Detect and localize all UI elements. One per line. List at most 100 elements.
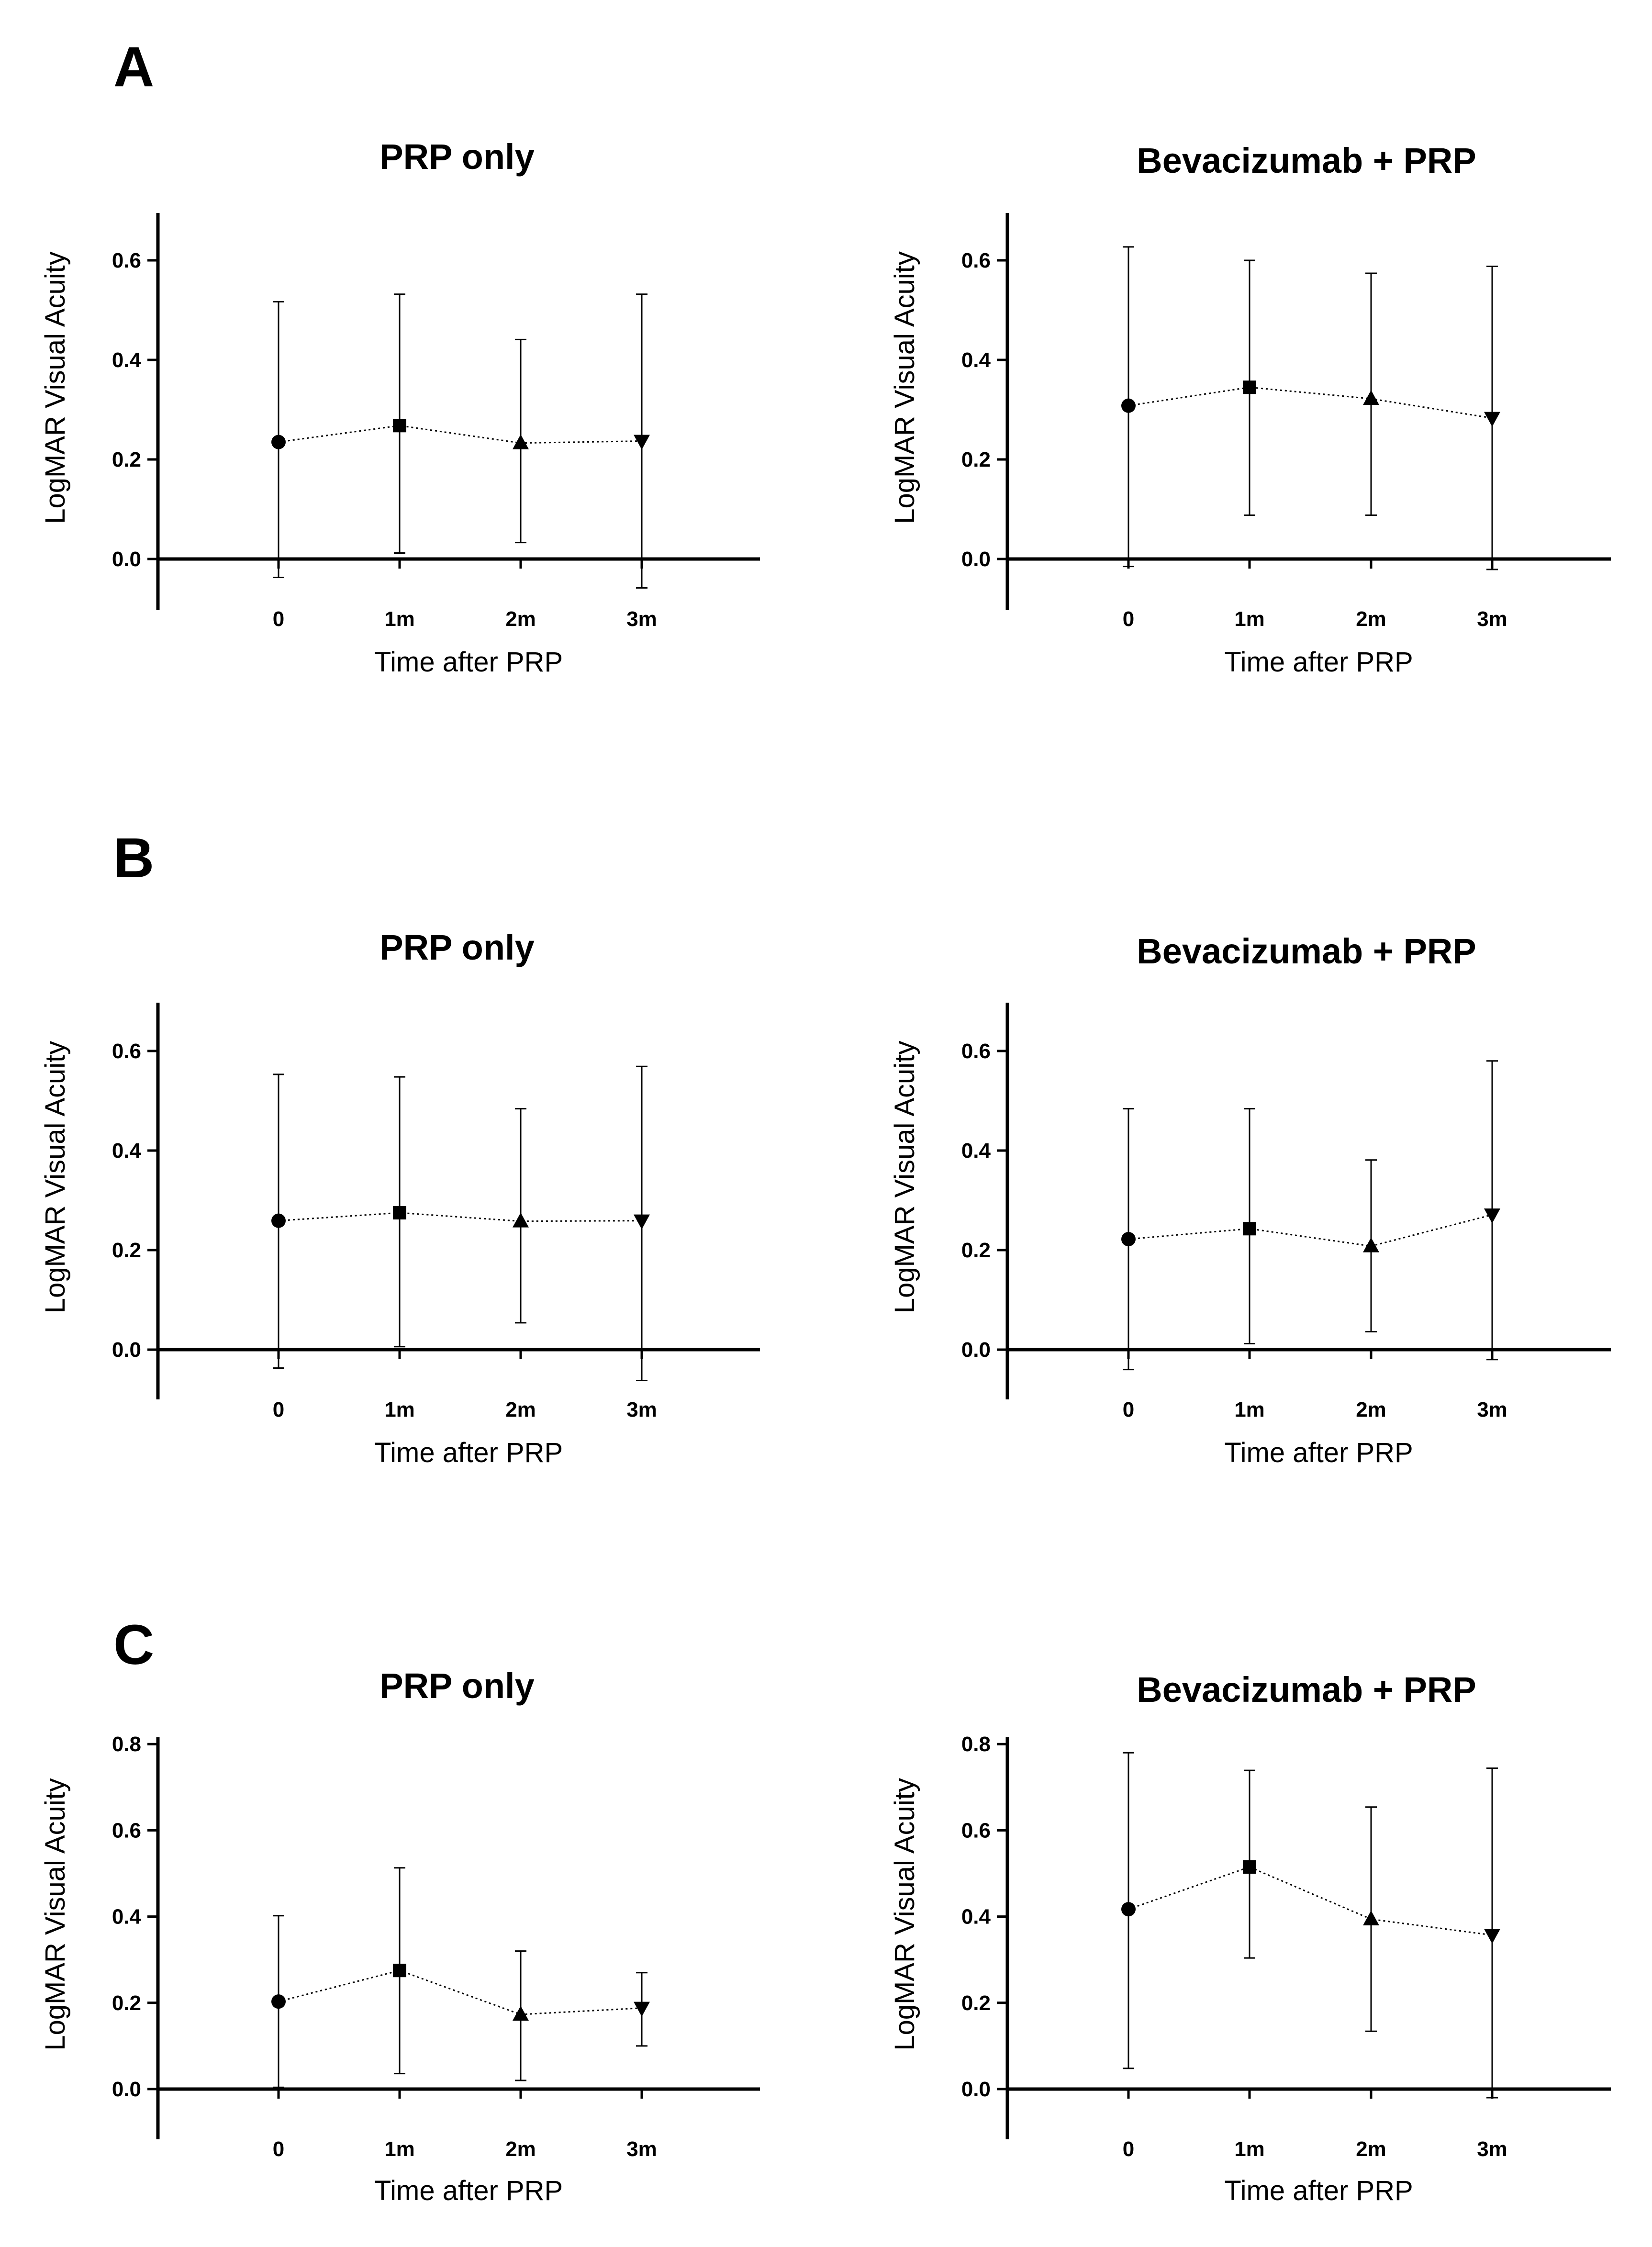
- data-point-triangle-up: [1363, 390, 1379, 405]
- y-tick-label: 0.2: [112, 1991, 141, 2015]
- data-point-square: [1243, 1860, 1256, 1874]
- data-point-square: [1243, 380, 1256, 394]
- x-tick-label: 1m: [1234, 607, 1265, 631]
- x-tick-label: 1m: [1234, 1398, 1265, 1421]
- x-tick-label: 1m: [384, 607, 415, 631]
- data-point-square: [393, 1964, 406, 1978]
- x-tick-label: 0: [273, 607, 284, 631]
- x-axis-title: Time after PRP: [374, 1437, 563, 1468]
- x-tick-label: 1m: [384, 2137, 415, 2161]
- x-tick-label: 3m: [626, 2137, 657, 2161]
- chart-A-prp-only: PRP only 0.0 0.2 0.4 0.6 0 1m 2m 3m LogMAR Visual…: [40, 137, 760, 678]
- y-tick-label: 0.6: [112, 249, 141, 272]
- x-tick-label: 0: [1123, 607, 1134, 631]
- chart-B-prp-only: PRP only 0.0 0.2 0.4 0.6 0 1m 2m 3m LogMAR Visual…: [40, 928, 760, 1468]
- y-tick-label: 0.6: [961, 1819, 991, 1842]
- y-tick-label: 0.8: [961, 1733, 991, 1756]
- data-point-circle: [271, 1994, 286, 2009]
- x-tick-label: 2m: [1356, 607, 1386, 631]
- data-point-triangle-down: [1484, 1929, 1500, 1944]
- x-axis-title: Time after PRP: [1224, 2175, 1413, 2206]
- y-tick-label: 0.8: [112, 1733, 141, 1756]
- y-tick-label: 0.6: [961, 249, 991, 272]
- data-point-triangle-down: [634, 435, 650, 450]
- y-tick-label: 0.4: [961, 1139, 991, 1163]
- x-tick-label: 2m: [1356, 2137, 1386, 2161]
- data-point-triangle-up: [1363, 1237, 1379, 1252]
- x-tick-label: 3m: [626, 607, 657, 631]
- series-connector-line: [1128, 1214, 1493, 1247]
- chart-title: PRP only: [380, 1666, 535, 1706]
- x-tick-label: 3m: [1477, 1398, 1507, 1421]
- y-tick-label: 0.0: [961, 1338, 991, 1362]
- x-tick-label: 0: [273, 1398, 284, 1421]
- y-tick-label: 0.6: [112, 1819, 141, 1842]
- chart-A-bevacizumab-prp: Bevacizumab + PRP 0.0 0.2 0.4 0.6 0 1m 2m 3m LogM…: [889, 141, 1611, 678]
- data-point-triangle-down: [1484, 412, 1500, 427]
- y-tick-label: 0.0: [961, 2078, 991, 2101]
- data-point-circle: [1121, 1902, 1136, 1917]
- data-point-triangle-up: [513, 2006, 529, 2021]
- data-point-triangle-down: [634, 1214, 650, 1230]
- y-tick-label: 0.0: [112, 1338, 141, 1362]
- y-tick-label: 0.2: [961, 448, 991, 471]
- x-tick-label: 3m: [1477, 607, 1507, 631]
- chart-title: Bevacizumab + PRP: [1137, 1670, 1476, 1710]
- data-point-circle: [271, 435, 286, 449]
- panel-label: C: [113, 1613, 154, 1677]
- y-tick-label: 0.2: [961, 1239, 991, 1262]
- y-tick-label: 0.2: [112, 448, 141, 471]
- data-point-triangle-up: [1363, 1911, 1379, 1926]
- x-tick-label: 1m: [384, 1398, 415, 1421]
- chart-C-prp-only: PRP only 0.0 0.2 0.4 0.6 0.8 0 1m 2m 3m LogMAR Vis…: [40, 1666, 760, 2206]
- series-connector-line: [1128, 1866, 1493, 1936]
- y-tick-label: 0.0: [112, 2078, 141, 2101]
- chart-title: Bevacizumab + PRP: [1137, 931, 1476, 971]
- y-tick-label: 0.6: [961, 1040, 991, 1063]
- y-tick-label: 0.4: [112, 348, 142, 372]
- x-tick-label: 2m: [505, 2137, 536, 2161]
- y-axis-title: LogMAR Visual Acuity: [40, 1778, 71, 2051]
- data-point-circle: [271, 1213, 286, 1228]
- y-tick-label: 0.4: [112, 1905, 142, 1929]
- x-tick-label: 2m: [505, 607, 536, 631]
- x-tick-label: 2m: [505, 1398, 536, 1421]
- x-tick-label: 3m: [1477, 2137, 1507, 2161]
- series-connector-line: [1128, 386, 1493, 419]
- x-tick-label: 0: [1123, 1398, 1134, 1421]
- data-point-triangle-up: [513, 434, 529, 449]
- chart-title: PRP only: [380, 137, 535, 177]
- x-tick-label: 2m: [1356, 1398, 1386, 1421]
- series-connector-line: [278, 425, 642, 444]
- chart-title: PRP only: [380, 928, 535, 967]
- x-axis-title: Time after PRP: [1224, 1437, 1413, 1468]
- x-axis-title: Time after PRP: [374, 647, 563, 678]
- y-tick-label: 0.2: [112, 1239, 141, 1262]
- panel-label: A: [113, 35, 154, 99]
- data-point-circle: [1121, 1232, 1136, 1247]
- y-tick-label: 0.0: [112, 548, 141, 571]
- data-point-square: [393, 1206, 406, 1219]
- y-tick-label: 0.6: [112, 1040, 141, 1063]
- y-tick-label: 0.4: [112, 1139, 142, 1163]
- y-axis-title: LogMAR Visual Acuity: [889, 1041, 920, 1314]
- x-tick-label: 0: [1123, 2137, 1134, 2161]
- x-tick-label: 3m: [626, 1398, 657, 1421]
- y-axis-title: LogMAR Visual Acuity: [40, 251, 71, 524]
- data-point-triangle-down: [634, 2001, 650, 2017]
- x-axis-title: Time after PRP: [1224, 647, 1413, 678]
- y-tick-label: 0.4: [961, 1905, 991, 1929]
- data-point-triangle-down: [1484, 1208, 1500, 1224]
- y-tick-label: 0.2: [961, 1991, 991, 2015]
- data-point-square: [1243, 1222, 1256, 1236]
- data-point-circle: [1121, 398, 1136, 413]
- y-axis-title: LogMAR Visual Acuity: [889, 251, 920, 524]
- data-point-triangle-up: [513, 1212, 529, 1228]
- series-connector-line: [278, 1969, 642, 2015]
- x-axis-title: Time after PRP: [374, 2175, 563, 2206]
- series-connector-line: [278, 1212, 642, 1222]
- chart-title: Bevacizumab + PRP: [1137, 141, 1476, 180]
- chart-C-bevacizumab-prp: Bevacizumab + PRP 0.0 0.2 0.4 0.6 0.8 0 1m 2m 3m L…: [889, 1670, 1611, 2206]
- y-axis-title: LogMAR Visual Acuity: [889, 1778, 920, 2051]
